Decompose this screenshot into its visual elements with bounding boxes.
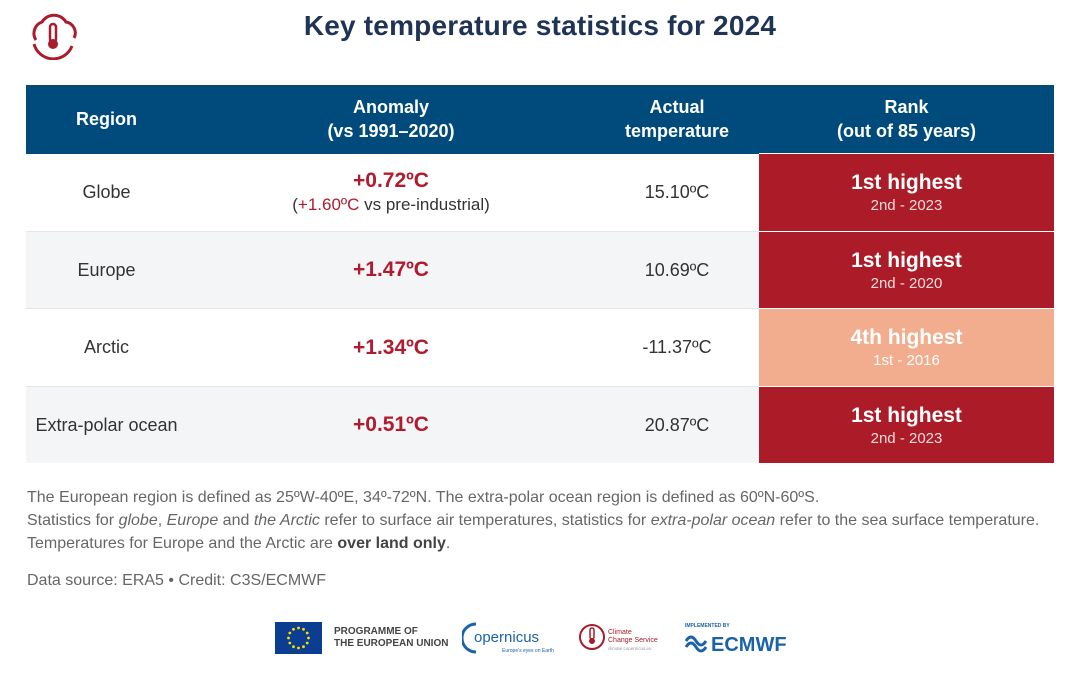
anomaly-cell: +0.51ºC <box>187 386 595 463</box>
rank-value: 4th highest <box>850 326 963 349</box>
region-cell: Globe <box>26 153 187 232</box>
anomaly-value: +0.51ºC <box>353 413 429 436</box>
anomaly-preindustrial: (+1.60ºC vs pre-industrial) <box>292 195 490 215</box>
anomaly-cell: +1.47ºC <box>187 231 595 309</box>
eu-flag-icon <box>275 622 322 654</box>
svg-text:Europe's eyes on Earth: Europe's eyes on Earth <box>502 648 554 654</box>
data-source-credit: Data source: ERA5 • Credit: C3S/ECMWF <box>27 572 327 589</box>
rank-cell: 1st highest 2nd - 2023 <box>759 153 1054 232</box>
svg-text:IMPLEMENTED BY: IMPLEMENTED BY <box>685 623 730 629</box>
svg-text:opernicus: opernicus <box>474 629 539 646</box>
actual-temp-cell: 10.69ºC <box>595 231 759 309</box>
rank-runner-up: 2nd - 2023 <box>870 429 943 447</box>
svg-text:Change Service: Change Service <box>608 637 658 644</box>
climate-thermometer-logo-icon <box>32 13 77 60</box>
ecmwf-logo-icon: IMPLEMENTED BY ECMWF <box>684 623 787 656</box>
actual-temp-cell: -11.37ºC <box>595 308 759 387</box>
col-header-anomaly: Anomaly (vs 1991–2020) <box>187 85 595 154</box>
climate-change-service-logo-icon: Climate Change Service climate.copernicu… <box>579 624 658 651</box>
table-header-row: Region Anomaly (vs 1991–2020) Actual tem… <box>26 85 1054 154</box>
rank-value: 1st highest <box>851 248 962 272</box>
anomaly-cell: +1.34ºC <box>187 308 595 387</box>
footnotes: The European region is defined as 25ºW-4… <box>27 486 1057 555</box>
anomaly-cell: +0.72ºC (+1.60ºC vs pre-industrial) <box>187 153 595 232</box>
rank-cell: 1st highest 2nd - 2023 <box>759 386 1054 463</box>
table-row: Europe +1.47ºC 10.69ºC 1st highest 2nd -… <box>26 231 1054 309</box>
rank-cell: 1st highest 2nd - 2020 <box>759 231 1054 309</box>
rank-value: 1st highest <box>851 403 962 427</box>
rank-runner-up: 1st - 2016 <box>873 352 940 369</box>
rank-runner-up: 2nd - 2023 <box>870 197 943 214</box>
rank-value: 1st highest <box>851 171 962 194</box>
region-cell: Extra-polar ocean <box>26 386 187 463</box>
rank-runner-up: 2nd - 2020 <box>870 274 943 292</box>
actual-temp-cell: 15.10ºC <box>595 153 759 232</box>
partner-logos: PROGRAMME OF THE EUROPEAN UNION opernicu… <box>0 620 1080 660</box>
anomaly-value: +0.72ºC <box>353 169 429 193</box>
table-row: Arctic +1.34ºC -11.37ºC 4th highest 1st … <box>26 308 1054 387</box>
preindustrial-value: +1.60ºC <box>297 195 360 215</box>
eu-programme-text: PROGRAMME OF THE EUROPEAN UNION <box>334 626 449 649</box>
svg-text:ECMWF: ECMWF <box>711 634 787 656</box>
svg-text:climate.copernicus.eu: climate.copernicus.eu <box>608 646 652 651</box>
actual-temp-cell: 20.87ºC <box>595 386 759 463</box>
table-row: Extra-polar ocean +0.51ºC 20.87ºC 1st hi… <box>26 386 1054 463</box>
region-definition-note: The European region is defined as 25ºW-4… <box>27 489 820 506</box>
col-header-rank: Rank (out of 85 years) <box>759 85 1054 154</box>
statistics-note: Statistics for globe, Europe and the Arc… <box>27 512 1040 552</box>
temperature-table: Region Anomaly (vs 1991–2020) Actual tem… <box>26 85 1054 463</box>
copernicus-logo-icon: opernicus Europe's eyes on Earth <box>462 622 554 654</box>
rank-cell: 4th highest 1st - 2016 <box>759 308 1054 387</box>
table-row: Globe +0.72ºC (+1.60ºC vs pre-industrial… <box>26 153 1054 232</box>
svg-text:Climate: Climate <box>608 629 632 636</box>
anomaly-value: +1.34ºC <box>353 335 429 359</box>
region-cell: Arctic <box>26 308 187 387</box>
col-header-region: Region <box>26 85 187 154</box>
region-cell: Europe <box>26 231 187 309</box>
anomaly-value: +1.47ºC <box>353 258 429 281</box>
col-header-actual: Actual temperature <box>595 85 759 154</box>
preindustrial-label: vs pre-industrial) <box>359 195 490 215</box>
page-title: Key temperature statistics for 2024 <box>303 10 777 41</box>
